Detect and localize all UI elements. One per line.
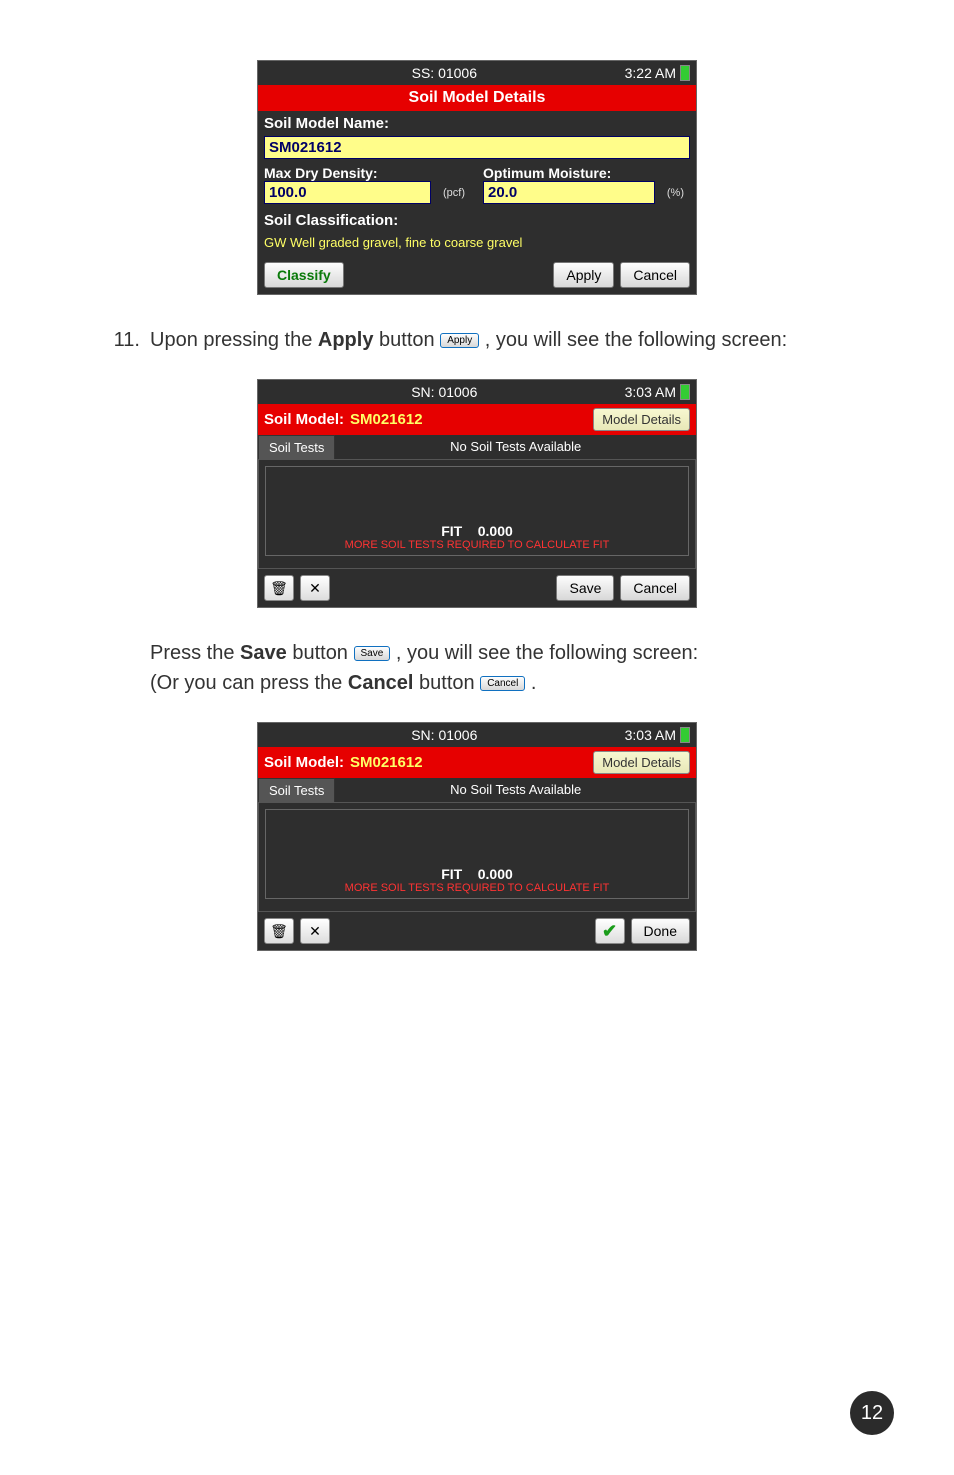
soil-classification-label: Soil Classification: <box>258 208 696 233</box>
fit-value: 0.000 <box>478 866 513 882</box>
trash-icon[interactable]: 🗑 <box>264 918 294 944</box>
density-unit: (pcf) <box>437 187 471 199</box>
soil-model-label: Soil Model: <box>264 754 344 771</box>
tools-icon[interactable]: ✕ <box>300 575 330 601</box>
cancel-button[interactable]: Cancel <box>620 262 690 288</box>
battery-icon <box>680 384 690 400</box>
cancel-button[interactable]: Cancel <box>620 575 690 601</box>
fit-label: FIT <box>441 523 462 539</box>
soil-model-label: Soil Model: <box>264 411 344 428</box>
screen-soil-model-done: SN: 01006 3:03 AM Soil Model: SM021612 M… <box>257 722 697 951</box>
battery-icon <box>680 727 690 743</box>
soil-model-name-label: Soil Model Name: <box>258 111 696 136</box>
status-serial: SN: 01006 <box>264 727 625 743</box>
screen-soil-model-details: SS: 01006 3:22 AM Soil Model Details Soi… <box>257 60 697 295</box>
check-icon[interactable]: ✔ <box>595 918 625 944</box>
status-time: 3:03 AM <box>625 727 690 743</box>
no-tests-header: No Soil Tests Available <box>335 435 696 459</box>
fit-warning: MORE SOIL TESTS REQUIRED TO CALCULATE FI… <box>270 539 684 551</box>
footer-row: 🗑 ✕ Save Cancel <box>258 569 696 607</box>
fit-value: 0.000 <box>478 523 513 539</box>
inline-cancel-button: Cancel <box>480 676 525 691</box>
moisture-unit: (%) <box>661 187 690 199</box>
no-tests-header: No Soil Tests Available <box>335 778 696 802</box>
status-bar: SN: 01006 3:03 AM <box>258 380 696 404</box>
soil-model-value: SM021612 <box>350 754 423 771</box>
status-bar: SN: 01006 3:03 AM <box>258 723 696 747</box>
save-button[interactable]: Save <box>556 575 614 601</box>
battery-icon <box>680 65 690 81</box>
trash-icon[interactable]: 🗑 <box>264 575 294 601</box>
tab-soil-tests[interactable]: Soil Tests <box>258 435 335 459</box>
max-dry-density-input[interactable]: 100.0 <box>264 181 431 204</box>
status-time: 3:03 AM <box>625 384 690 400</box>
status-serial: SS: 01006 <box>264 65 625 81</box>
tests-content: FIT 0.000 MORE SOIL TESTS REQUIRED TO CA… <box>258 459 696 569</box>
done-button[interactable]: Done <box>631 918 690 944</box>
step-number: 11. <box>100 325 140 355</box>
inline-save-button: Save <box>354 646 391 661</box>
status-bar: SS: 01006 3:22 AM <box>258 61 696 85</box>
tab-soil-tests[interactable]: Soil Tests <box>258 778 335 802</box>
tools-icon[interactable]: ✕ <box>300 918 330 944</box>
screen-soil-model-save: SN: 01006 3:03 AM Soil Model: SM021612 M… <box>257 379 697 608</box>
footer-row: 🗑 ✕ ✔ Done <box>258 912 696 950</box>
step-11-text: 11. Upon pressing the Apply button Apply… <box>100 325 854 355</box>
optimum-moisture-label: Optimum Moisture: <box>483 165 690 181</box>
soil-classification-value: GW Well graded gravel, fine to coarse gr… <box>258 233 696 256</box>
optimum-moisture-input[interactable]: 20.0 <box>483 181 655 204</box>
fit-label: FIT <box>441 866 462 882</box>
tests-content: FIT 0.000 MORE SOIL TESTS REQUIRED TO CA… <box>258 802 696 912</box>
save-cancel-text: Press the Save button Save , you will se… <box>150 638 854 698</box>
model-header-row: Soil Model: SM021612 Model Details <box>258 747 696 778</box>
status-time: 3:22 AM <box>625 65 690 81</box>
classify-button[interactable]: Classify <box>264 262 344 288</box>
page-number: 12 <box>850 1391 894 1435</box>
inline-apply-button: Apply <box>440 333 479 348</box>
model-header-row: Soil Model: SM021612 Model Details <box>258 404 696 435</box>
button-row: Classify Apply Cancel <box>258 256 696 294</box>
status-serial: SN: 01006 <box>264 384 625 400</box>
fit-warning: MORE SOIL TESTS REQUIRED TO CALCULATE FI… <box>270 882 684 894</box>
model-details-button[interactable]: Model Details <box>593 751 690 774</box>
soil-model-name-input[interactable]: SM021612 <box>264 136 690 159</box>
apply-button[interactable]: Apply <box>553 262 614 288</box>
model-details-button[interactable]: Model Details <box>593 408 690 431</box>
max-dry-density-label: Max Dry Density: <box>264 165 471 181</box>
screen-title: Soil Model Details <box>258 85 696 111</box>
soil-model-value: SM021612 <box>350 411 423 428</box>
